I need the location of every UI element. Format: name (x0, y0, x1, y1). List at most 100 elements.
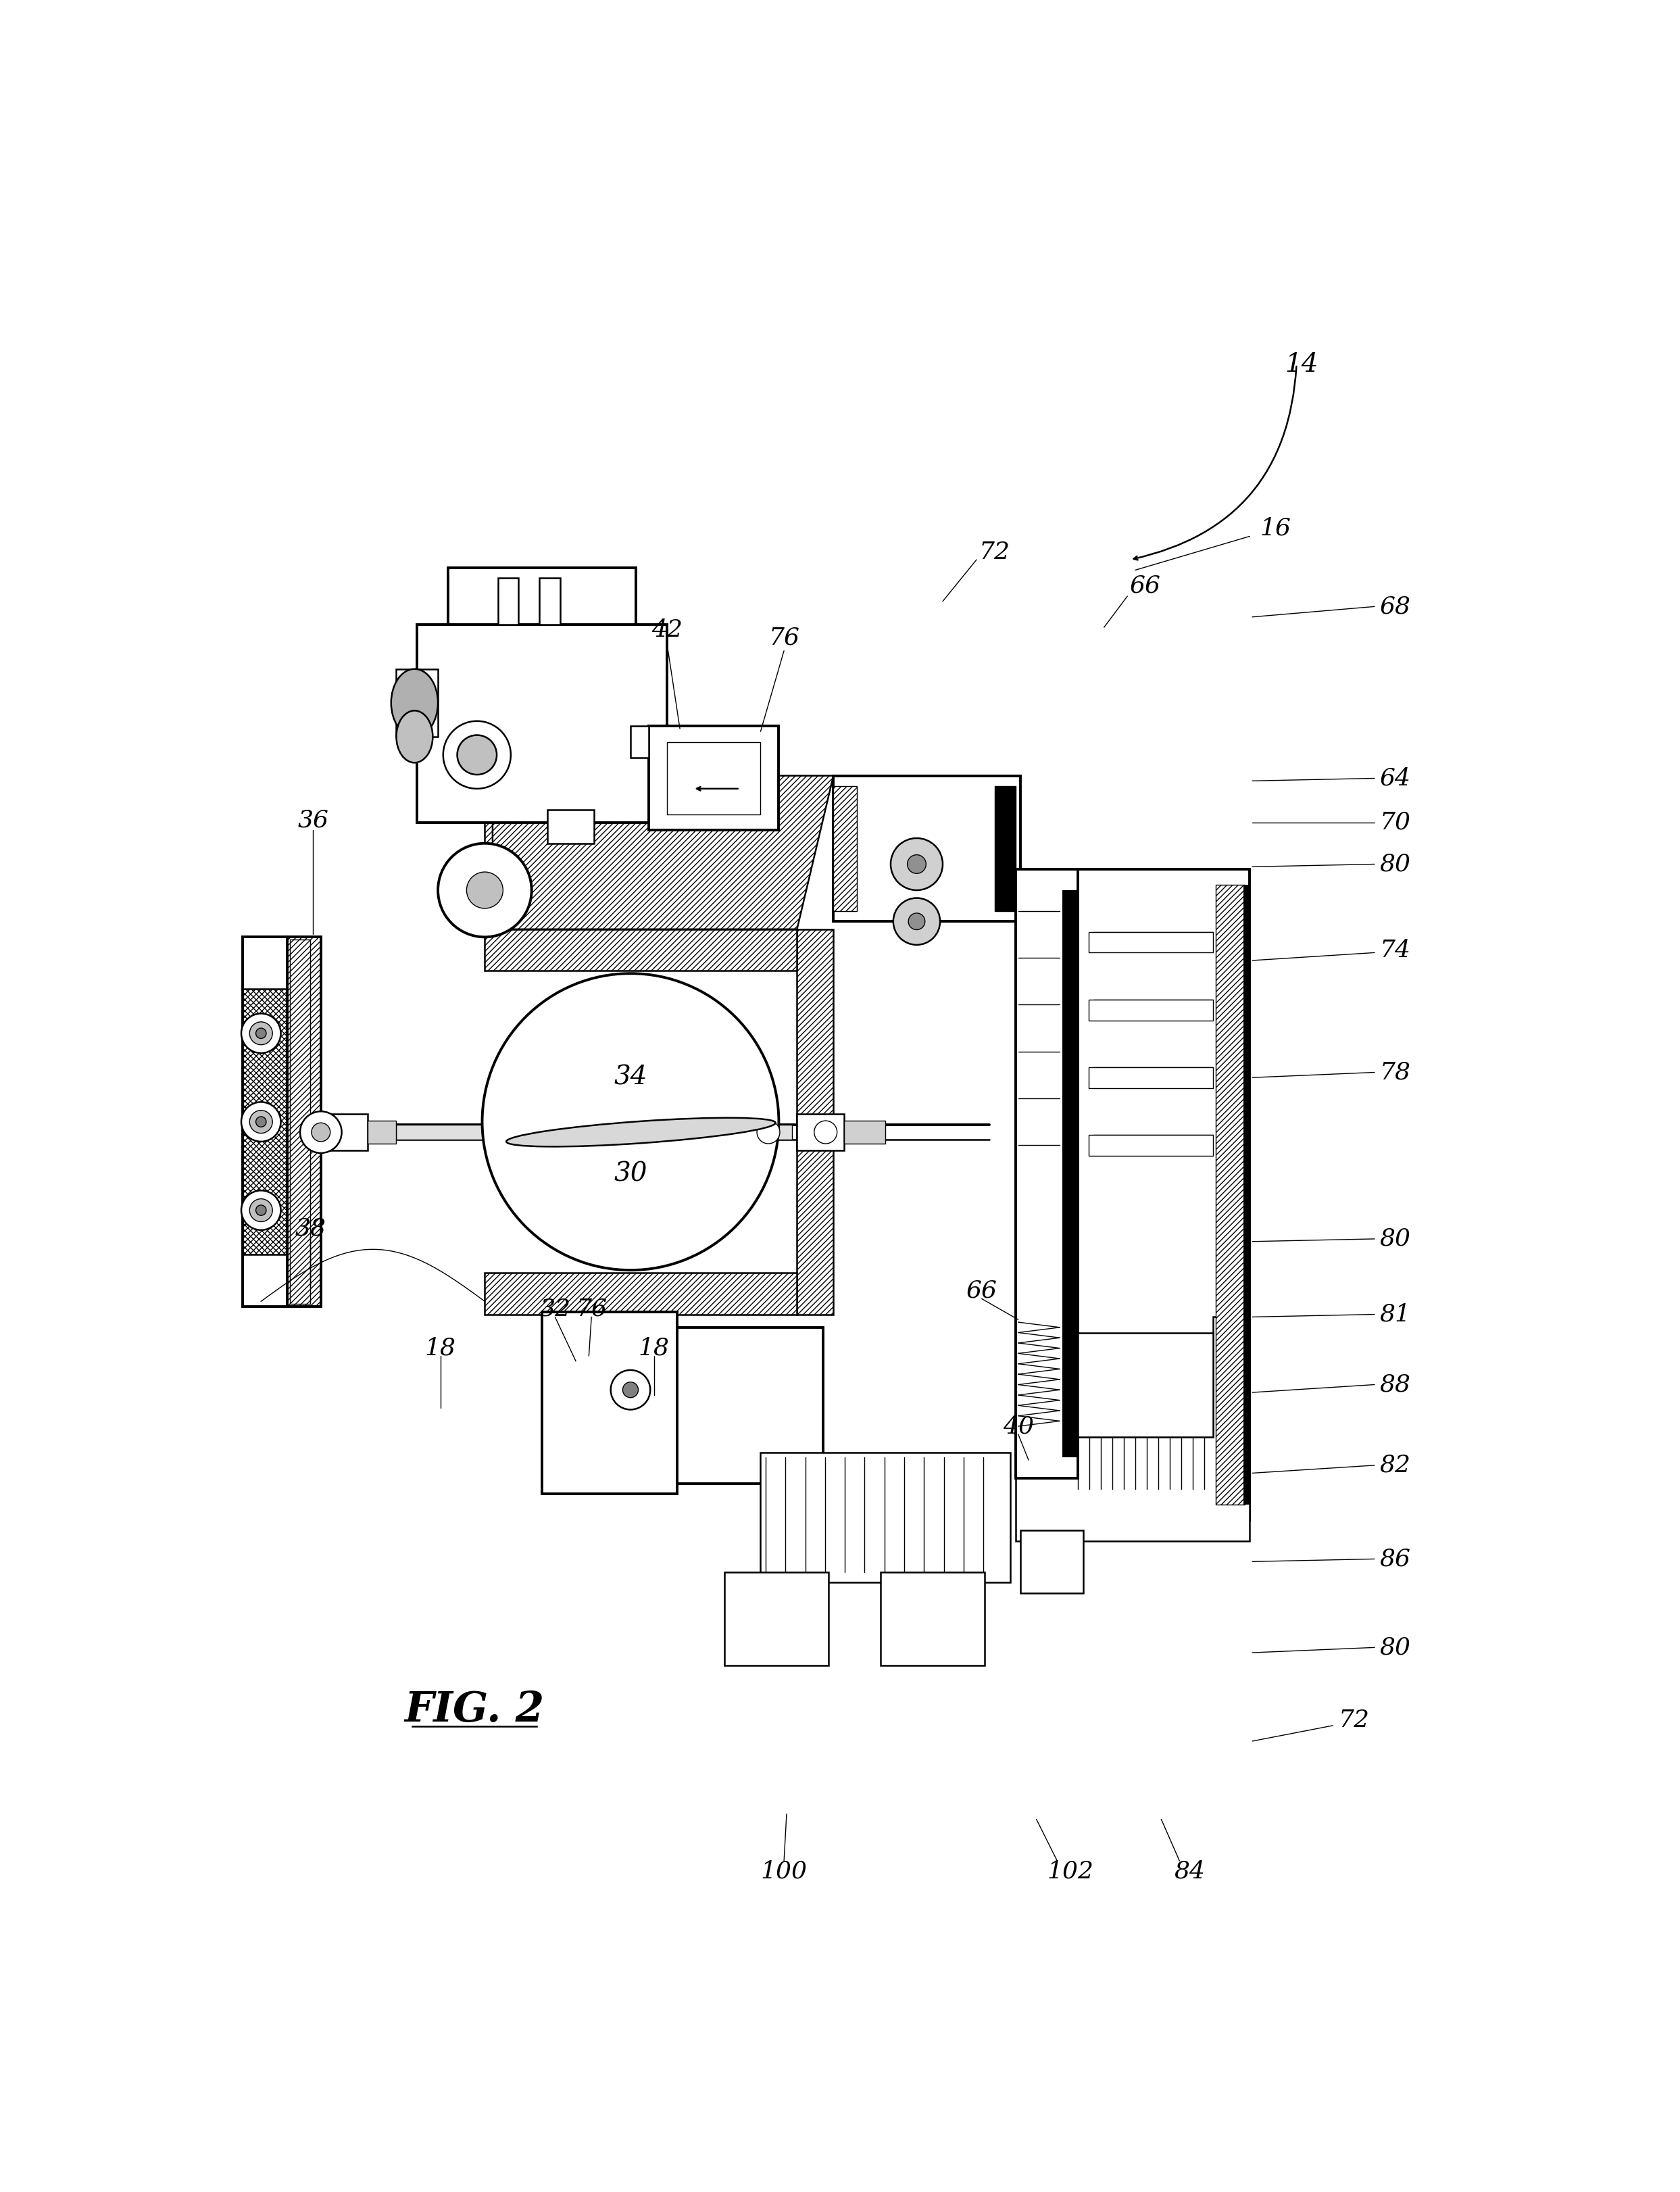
Bar (843, 1120, 885, 1144)
Circle shape (612, 1370, 650, 1409)
Circle shape (623, 1381, 638, 1398)
Bar (677, 1328, 823, 1484)
Circle shape (250, 1021, 272, 1046)
Text: 18: 18 (638, 1337, 669, 1359)
Circle shape (444, 721, 511, 789)
Bar (1243, 886, 1250, 1504)
Circle shape (482, 973, 780, 1269)
Bar (321, 1114, 368, 1151)
Circle shape (250, 1111, 272, 1133)
Bar (796, 1114, 843, 1151)
Text: 16: 16 (1260, 517, 1292, 539)
Bar (1015, 870, 1079, 1477)
Bar (539, 579, 559, 625)
Bar (1216, 886, 1245, 1504)
Text: 72: 72 (1339, 1710, 1369, 1732)
Text: 36: 36 (297, 809, 329, 831)
Bar (486, 1274, 796, 1315)
Ellipse shape (396, 710, 433, 763)
Circle shape (438, 844, 531, 936)
Circle shape (907, 855, 926, 875)
Text: 30: 30 (613, 1162, 647, 1186)
Text: 14: 14 (1285, 353, 1319, 377)
Bar (1079, 870, 1250, 1519)
Text: 76: 76 (576, 1298, 606, 1320)
Bar (287, 936, 321, 1306)
Circle shape (467, 872, 502, 907)
Circle shape (909, 914, 926, 929)
Text: 32: 32 (539, 1298, 571, 1320)
Bar (630, 726, 648, 758)
Bar (761, 1453, 1010, 1583)
Circle shape (890, 837, 942, 890)
Bar (667, 741, 761, 815)
Circle shape (815, 1120, 837, 1144)
Bar (417, 625, 667, 822)
Circle shape (255, 1206, 265, 1217)
Text: 38: 38 (296, 1217, 326, 1241)
Circle shape (255, 1116, 265, 1127)
Bar (880, 1572, 984, 1666)
Circle shape (758, 1120, 780, 1144)
Bar (543, 1311, 677, 1495)
Polygon shape (1015, 1317, 1250, 1541)
Bar (1089, 1135, 1213, 1155)
Text: 76: 76 (768, 627, 800, 649)
Bar (396, 669, 438, 737)
Bar (497, 579, 519, 625)
Bar (548, 809, 595, 844)
Bar (368, 1120, 396, 1144)
Bar (724, 1572, 828, 1666)
Text: 88: 88 (1379, 1372, 1411, 1396)
Bar (1089, 932, 1213, 954)
Circle shape (250, 1199, 272, 1221)
Bar (796, 929, 833, 1315)
Text: 74: 74 (1379, 938, 1411, 962)
Text: 80: 80 (1379, 1635, 1411, 1659)
Circle shape (311, 1122, 331, 1142)
Bar (833, 776, 1021, 921)
Polygon shape (492, 776, 833, 929)
Bar (1021, 1530, 1084, 1594)
Circle shape (457, 734, 497, 774)
Text: 68: 68 (1379, 594, 1411, 618)
Text: 66: 66 (966, 1280, 998, 1302)
Polygon shape (486, 807, 796, 929)
Bar (486, 929, 796, 971)
Circle shape (242, 1190, 281, 1230)
Bar (1062, 890, 1079, 1458)
Bar (1089, 1000, 1213, 1019)
Text: 82: 82 (1379, 1453, 1411, 1477)
Text: 86: 86 (1379, 1548, 1411, 1569)
Circle shape (242, 1013, 281, 1052)
Text: 81: 81 (1379, 1302, 1411, 1326)
Circle shape (255, 1028, 265, 1039)
Bar (244, 989, 287, 1254)
Bar (449, 568, 635, 625)
Circle shape (301, 1111, 341, 1153)
Text: 84: 84 (1174, 1859, 1206, 1883)
Bar (833, 787, 857, 912)
Bar (1079, 1333, 1213, 1436)
Text: 70: 70 (1379, 811, 1411, 833)
Text: 72: 72 (979, 541, 1010, 563)
Bar (244, 936, 287, 1306)
Text: FIG. 2: FIG. 2 (405, 1690, 544, 1729)
Bar (396, 1124, 791, 1140)
Text: 102: 102 (1047, 1859, 1094, 1883)
Text: 80: 80 (1379, 853, 1411, 875)
Text: 64: 64 (1379, 767, 1411, 789)
Bar (1089, 1068, 1213, 1087)
Ellipse shape (391, 669, 438, 737)
Text: 40: 40 (1003, 1414, 1033, 1438)
Text: 78: 78 (1379, 1061, 1411, 1083)
Circle shape (894, 899, 941, 945)
Text: 80: 80 (1379, 1228, 1411, 1249)
Ellipse shape (506, 1118, 776, 1146)
Text: 100: 100 (761, 1859, 808, 1883)
Bar (648, 726, 780, 831)
Bar (995, 787, 1015, 912)
Text: 66: 66 (1131, 574, 1161, 596)
Text: 42: 42 (652, 618, 682, 642)
Bar (289, 940, 311, 1304)
